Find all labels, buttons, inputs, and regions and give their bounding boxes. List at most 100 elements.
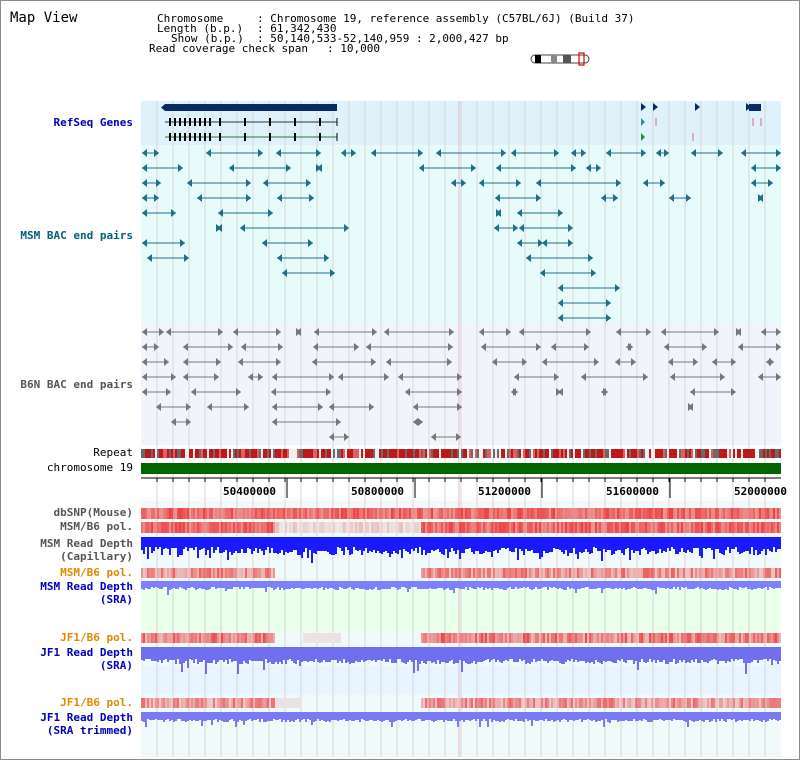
depth-bar (479, 647, 481, 662)
depth-bar (591, 537, 593, 553)
heatmap-cell (617, 568, 619, 578)
heatmap-cell (229, 568, 231, 578)
heatmap-cell (647, 698, 649, 708)
depth-bar (159, 712, 161, 720)
depth-bar (693, 647, 695, 662)
depth-bar (155, 537, 157, 547)
msm-pol-label[interactable]: MSM/B6 pol. (60, 520, 133, 533)
heatmap-cell (573, 522, 575, 533)
chromosome-ideogram[interactable] (529, 52, 593, 66)
repeat-segment (625, 449, 627, 458)
dbsnp-label[interactable]: dbSNP(Mouse) (53, 506, 133, 519)
msm-pol2-label[interactable]: MSM/B6 pol. (60, 566, 133, 579)
depth-bar (287, 537, 289, 553)
depth-bar (689, 712, 691, 720)
heatmap-cell (199, 508, 201, 519)
depth-bar (777, 537, 779, 549)
msm-depth-sra-label-1[interactable]: MSM Read Depth (40, 580, 133, 593)
repeat-label[interactable]: Repeat (93, 446, 133, 459)
repeat-segment (193, 449, 195, 458)
heatmap-cell (519, 508, 521, 519)
heatmap-cell (637, 633, 639, 643)
depth-bar (349, 581, 351, 587)
depth-bar (485, 712, 487, 721)
heatmap-cell (651, 522, 653, 533)
heatmap-cell (335, 508, 337, 519)
heatmap-cell (443, 508, 445, 519)
heatmap-cell (691, 633, 693, 643)
heatmap-cell (651, 508, 653, 519)
repeat-segment (629, 449, 631, 458)
depth-bar (681, 647, 683, 662)
depth-bar (595, 581, 597, 589)
depth-bar (267, 712, 269, 721)
heatmap-cell (659, 698, 661, 708)
msm-bac-label[interactable]: MSM BAC end pairs (20, 229, 133, 242)
bac-end-marker (670, 373, 675, 381)
heatmap-cell (179, 698, 181, 708)
depth-bar (747, 712, 749, 720)
depth-bar (539, 537, 541, 559)
heatmap-cell (763, 568, 765, 578)
heatmap-cell (469, 698, 471, 708)
depth-bar (297, 712, 299, 719)
depth-bar (709, 712, 711, 722)
heatmap-cell (305, 633, 307, 643)
heatmap-cell (459, 522, 461, 533)
depth-bar (563, 537, 565, 554)
jf1-pol2-label[interactable]: JF1/B6 pol. (60, 696, 133, 709)
heatmap-cell (645, 508, 647, 519)
msm-depth-cap-label-1[interactable]: MSM Read Depth (40, 537, 133, 550)
depth-bar (493, 647, 495, 659)
depth-bar (761, 712, 763, 722)
heatmap-cell (511, 568, 513, 578)
bac-end-marker (513, 224, 518, 232)
jf1-depth-sra-label-1[interactable]: JF1 Read Depth (40, 646, 133, 659)
depth-bar (255, 537, 257, 548)
chromosome-label[interactable]: chromosome 19 (46, 461, 133, 474)
depth-bar (717, 712, 719, 719)
heatmap-cell (513, 508, 515, 519)
heatmap-cell (171, 522, 173, 533)
heatmap-cell (633, 522, 635, 533)
depth-bar (337, 537, 339, 547)
depth-bar (739, 647, 741, 659)
depth-bar (647, 581, 649, 589)
heatmap-cell (735, 633, 737, 643)
depth-bar (335, 581, 337, 590)
heatmap-cell (299, 508, 301, 519)
heatmap-cell (167, 633, 169, 643)
length-key: Length (b.p.) (157, 22, 244, 35)
repeat-segment (299, 449, 301, 458)
depth-bar (283, 581, 285, 590)
heatmap-cell (485, 508, 487, 519)
heatmap-cell (151, 568, 153, 578)
heatmap-cell (153, 633, 155, 643)
heatmap-cell (413, 522, 415, 533)
depth-bar (233, 712, 235, 721)
bac-end-marker (664, 343, 669, 351)
heatmap-cell (727, 633, 729, 643)
jf1-pol-label[interactable]: JF1/B6 pol. (60, 631, 133, 644)
b6n-bac-label[interactable]: B6N BAC end pairs (20, 378, 133, 391)
repeat-segment (557, 449, 559, 458)
repeat-segment (227, 449, 229, 458)
depth-bar (525, 647, 527, 664)
depth-bar (353, 581, 355, 590)
repeat-segment (721, 449, 723, 458)
heatmap-cell (181, 508, 183, 519)
jf1-depth-trim-label-1[interactable]: JF1 Read Depth (40, 711, 133, 724)
depth-bar (191, 581, 193, 587)
refseq-genes-label[interactable]: RefSeq Genes (53, 116, 133, 129)
depth-bar (517, 581, 519, 589)
heatmap-cell (261, 698, 263, 708)
depth-bar (549, 581, 551, 587)
depth-bar (217, 581, 219, 588)
bac-end-marker (272, 418, 277, 426)
heatmap-cell (199, 698, 201, 708)
heatmap-cell (435, 698, 437, 708)
heatmap-cell (511, 698, 513, 708)
depth-bar (545, 647, 547, 661)
depth-bar (355, 647, 357, 661)
